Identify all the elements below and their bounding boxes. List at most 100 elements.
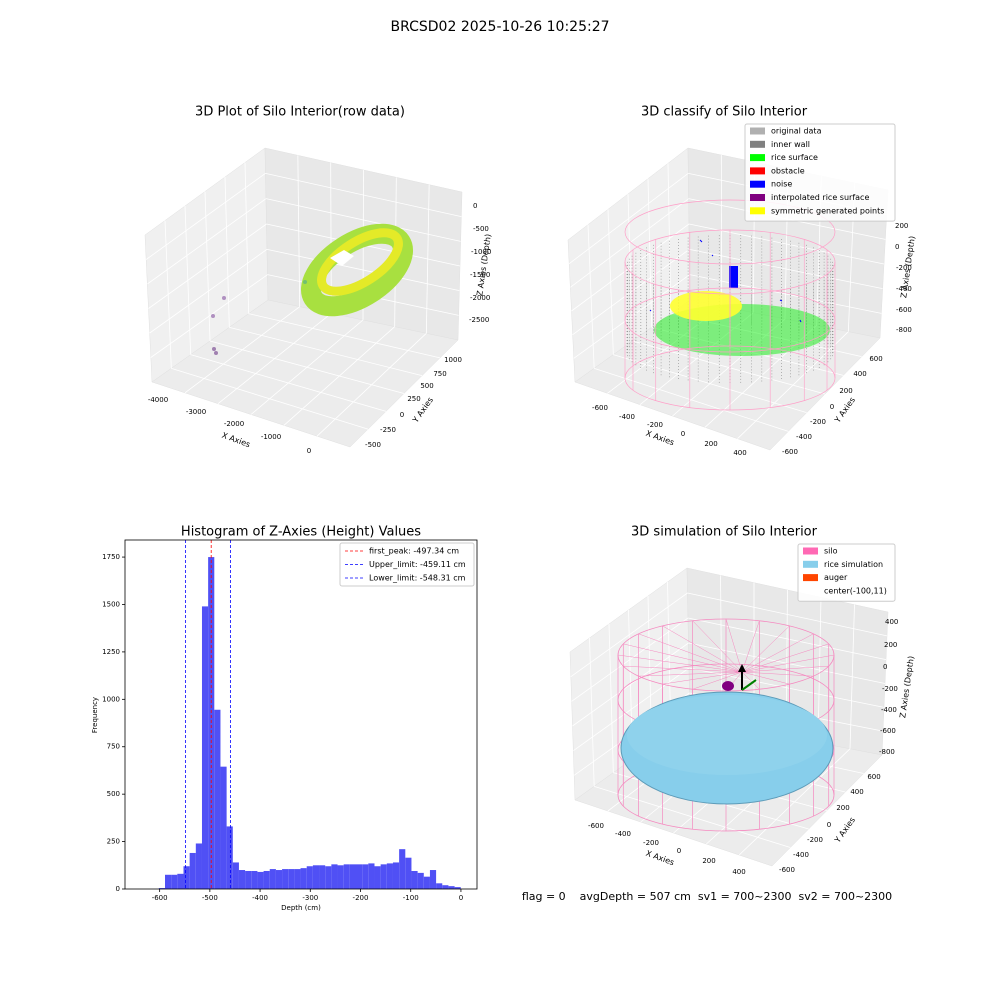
histogram-bar <box>251 870 258 889</box>
histogram-bar <box>282 869 289 889</box>
x-tick-label: 0 <box>677 847 681 855</box>
legend-swatch <box>750 167 765 175</box>
silo-roof-line <box>692 620 743 673</box>
x-tick-label: 200 <box>704 440 717 448</box>
y-tick-label: 1000 <box>102 695 120 703</box>
x-axis-label: X Axies <box>645 849 676 868</box>
z-tick-label: -800 <box>896 326 912 334</box>
figure-title: BRCSD02 2025-10-26 10:25:27 <box>390 19 609 35</box>
y-tick-label: 200 <box>839 387 852 395</box>
z-tick-label: -1500 <box>470 271 490 279</box>
y-tick-label: 1750 <box>102 553 120 561</box>
y-tick-label: 750 <box>107 743 120 751</box>
x-axis-label: X Axies <box>645 429 676 448</box>
silo-wireframe <box>624 199 836 265</box>
auger-arrow-head <box>738 664 746 672</box>
legend-swatch <box>750 207 765 215</box>
histogram-bar <box>158 888 166 889</box>
y-tick-label: 400 <box>850 788 863 796</box>
y-tick-label: 400 <box>853 370 866 378</box>
legend-label: Upper_limit: -459.11 cm <box>369 560 466 569</box>
legend-swatch <box>750 154 765 162</box>
legend-label: inner wall <box>771 140 810 149</box>
symmetric-points <box>670 291 742 321</box>
histogram-bar <box>436 883 443 889</box>
x-axis-label: Depth (cm) <box>281 904 321 912</box>
histogram-bar <box>201 606 209 889</box>
silo-wireframe <box>624 345 836 411</box>
silo-roof-line <box>623 643 743 673</box>
legend-swatch <box>750 140 765 148</box>
pane-grid <box>425 184 430 334</box>
z-tick-label: -200 <box>896 264 912 272</box>
histogram-bar <box>312 865 320 889</box>
z-tick-label: -400 <box>896 285 912 293</box>
z-tick-label: -1000 <box>471 248 491 256</box>
histogram-bar <box>220 766 227 889</box>
rice-simulation-top <box>627 695 827 775</box>
y-tick-label: 200 <box>836 804 849 812</box>
y-tick-label: -400 <box>793 851 809 859</box>
y-axis-label: Frequency <box>91 697 99 733</box>
z-tick-label: -2000 <box>470 294 490 302</box>
silo-roof-line <box>662 671 743 685</box>
legend-label: obstacle <box>771 166 805 175</box>
y-tick-label: -500 <box>365 441 381 449</box>
histogram-bar <box>380 864 387 889</box>
legend-box <box>339 542 475 587</box>
outlier-point <box>211 314 215 318</box>
legend-label: Lower_limit: -548.31 cm <box>369 574 466 583</box>
y-tick-label: 1500 <box>102 600 120 608</box>
histogram-bar <box>411 870 418 889</box>
legend-label: silo <box>824 547 838 556</box>
histogram-bar <box>257 871 264 889</box>
histogram-bar <box>269 869 276 889</box>
histogram-bar <box>448 886 455 889</box>
legend-label: rice simulation <box>824 560 883 569</box>
histogram-bar <box>349 864 357 889</box>
x-tick-label: -200 <box>643 839 659 847</box>
histogram-bar <box>189 852 196 889</box>
histogram-bar <box>232 862 239 889</box>
x-tick-label: -400 <box>619 413 635 421</box>
legend-swatch <box>803 547 818 555</box>
auger-arrow <box>741 679 757 691</box>
outlier-point <box>212 347 216 351</box>
y-tick-label: 250 <box>407 395 420 403</box>
legend-label: original data <box>771 127 822 136</box>
histogram-bar <box>356 864 363 889</box>
silo-roof-line <box>741 625 790 673</box>
histogram-bar <box>306 866 313 889</box>
legend-box <box>797 543 896 602</box>
legend-label: symmetric generated points <box>771 206 884 215</box>
silo-roof-line <box>638 671 743 677</box>
silo-wireframe <box>624 287 836 353</box>
silo-roof-line <box>623 665 743 673</box>
z-tick-label: 200 <box>884 641 897 649</box>
legend-label: noise <box>771 180 792 189</box>
x-tick-label: -4000 <box>148 396 168 404</box>
y-tick-label: 0 <box>116 885 120 893</box>
histogram-bar <box>399 849 406 889</box>
y-tick-label: -250 <box>380 426 396 434</box>
histogram-bar <box>386 863 393 889</box>
z-tick-label: 0 <box>895 243 899 251</box>
plot-frame <box>124 539 478 890</box>
legend-swatch <box>750 127 765 135</box>
legend-swatch <box>750 194 765 201</box>
histogram-bar <box>195 843 202 889</box>
legend-swatch <box>750 180 765 188</box>
histogram-bar <box>177 873 184 889</box>
point-cloud-gap <box>330 250 354 266</box>
histogram-bar <box>300 868 307 889</box>
silo-roof-line <box>725 618 743 673</box>
histogram-bar <box>343 864 350 889</box>
silo-roof-line <box>741 671 760 690</box>
z-axis-label: Z Axies (Depth) <box>898 655 916 718</box>
x-tick-label: -600 <box>592 404 608 412</box>
histogram-bar <box>362 864 369 889</box>
histogram-bar <box>442 885 449 889</box>
y-axis-label: Y Axies <box>832 816 857 846</box>
x-tick-label: 0 <box>459 894 463 902</box>
x-tick-label: -400 <box>252 894 268 902</box>
